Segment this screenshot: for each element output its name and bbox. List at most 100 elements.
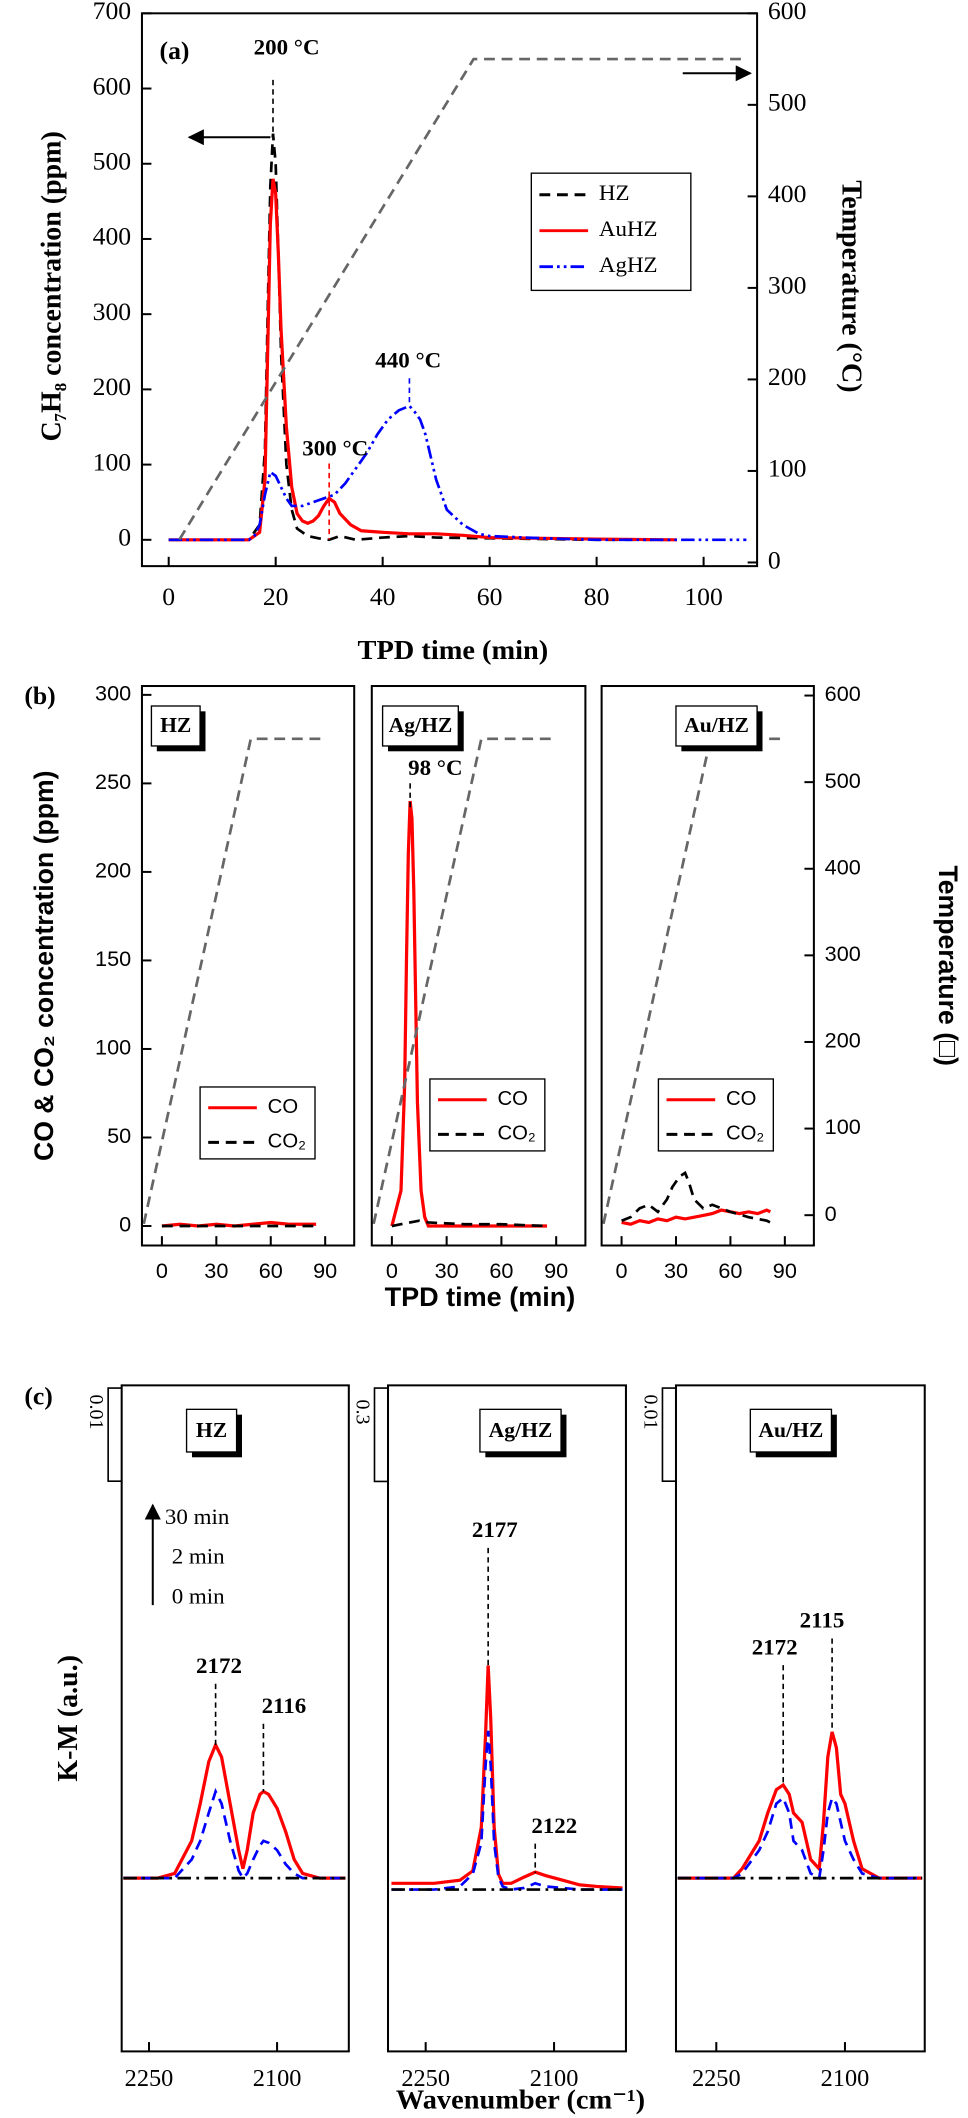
annotation: (b): [24, 681, 55, 710]
x-tick-label: 20: [263, 582, 289, 611]
title-box: [675, 705, 758, 747]
subplot-title: Au/HZ: [684, 713, 749, 737]
x-tick-label: 0: [156, 1259, 168, 1283]
y-tick-label: 200: [93, 372, 132, 401]
annotation: 2177: [472, 1517, 518, 1542]
title-box: [479, 1408, 562, 1453]
title-box: [749, 1408, 833, 1453]
x-tick-label: 60: [718, 1259, 742, 1283]
y-tick-label: 100: [93, 448, 132, 477]
y-axis-label: C₇H₈ concentration (ppm): [36, 131, 67, 441]
y-tick-label: 700: [93, 0, 132, 25]
x-tick-label: 60: [259, 1259, 283, 1283]
x-tick-label: 90: [313, 1259, 337, 1283]
title-box: [381, 705, 459, 747]
x-tick-label: 30: [664, 1259, 688, 1283]
y-tick-label: 0: [119, 1213, 131, 1237]
y2-axis-label: Temperature (°C): [835, 180, 866, 392]
annotation: 2172: [196, 1653, 242, 1678]
x-tick-label: 2100: [821, 2065, 870, 2092]
legend-label: CO: [498, 1088, 528, 1110]
y2-tick-label: 500: [768, 88, 807, 117]
x-tick-label: 2100: [530, 2065, 579, 2092]
series-line: [621, 1208, 772, 1226]
legend-label: CO₂: [726, 1123, 764, 1145]
series-line: [178, 57, 747, 541]
y-tick-label: 50: [107, 1124, 131, 1148]
title-box: [185, 1408, 238, 1453]
y-tick-label: 300: [93, 297, 132, 326]
y2-tick-label: 400: [825, 856, 861, 880]
title-box: [150, 705, 201, 747]
y2-tick-label: 100: [825, 1115, 861, 1139]
y-tick-label: 0: [118, 523, 131, 552]
x-tick-label: 0: [386, 1259, 398, 1283]
y2-tick-label: 300: [768, 271, 807, 300]
series-line: [142, 737, 322, 1225]
legend-label: CO: [726, 1088, 756, 1110]
series-line: [677, 1731, 923, 1880]
annotation: 440 °C: [375, 348, 441, 373]
panel: 2250 2100 Ag/HZ 0.3 2177 2122: [351, 1384, 627, 2092]
x-tick-label: 30: [204, 1259, 228, 1283]
scale-bar: [107, 1387, 122, 1482]
y2-tick-label: 600: [768, 0, 807, 25]
y2-tick-label: 200: [768, 362, 807, 391]
scale-bar-label: 0.3: [351, 1400, 373, 1425]
y-axis-label: CO & CO₂ concentration (ppm): [29, 770, 59, 1161]
y2-tick-label: 200: [825, 1029, 861, 1053]
y-tick-label: 300: [95, 682, 131, 706]
scale-bar-label: 0.01: [639, 1395, 661, 1430]
panel: 0 30 60 90 0 100 200 300 400 500 600 Temperature (□…: [600, 682, 963, 1283]
x-tick-label: 2250: [125, 2065, 174, 2092]
series-line: [168, 178, 677, 542]
plot-frame: [600, 685, 815, 1247]
legend-box: [199, 1086, 316, 1160]
scale-bar-label: 0.01: [85, 1395, 107, 1430]
annotation: (a): [160, 36, 190, 65]
annotation: (c): [24, 1382, 53, 1411]
legend-box: [657, 1078, 774, 1152]
y-tick-label: 500: [93, 147, 132, 176]
legend-label: 2 min: [172, 1544, 226, 1569]
annotation: 2115: [800, 1608, 845, 1633]
y2-tick-label: 0: [768, 545, 781, 574]
panel: 0 20 40 60 80 100 0 100 200 300 400 500 600 700 0 100 20…: [36, 0, 866, 666]
y2-axis-label: Temperature (□): [933, 865, 963, 1066]
plot-frame: [140, 685, 356, 1247]
y2-tick-label: 300: [825, 942, 861, 966]
x-tick-label: 100: [684, 582, 723, 611]
legend-label: 0 min: [172, 1584, 226, 1609]
series-line: [123, 1787, 346, 1881]
legend-label: AgHZ: [599, 252, 658, 277]
x-tick-label: 0: [616, 1259, 628, 1283]
plot-frame: [386, 1384, 627, 2053]
legend-label: CO: [268, 1096, 298, 1118]
series-line: [621, 1170, 771, 1224]
legend-label: CO₂: [268, 1131, 306, 1153]
series-line: [168, 404, 747, 542]
subplot-title: Ag/HZ: [489, 1418, 553, 1442]
y2-tick-label: 500: [825, 769, 861, 793]
scale-bar: [373, 1387, 389, 1483]
x-axis-label: TPD time (min): [385, 1282, 576, 1312]
plot-frame: [370, 685, 587, 1247]
x-tick-label: 2250: [692, 2065, 741, 2092]
legend-label: HZ: [599, 180, 630, 205]
x-axis-label: TPD time (min): [358, 635, 549, 666]
annotation: 200 °C: [254, 35, 320, 60]
series-line: [123, 1740, 346, 1880]
y2-tick-label: 0: [825, 1202, 837, 1226]
x-tick-label: 90: [773, 1259, 797, 1283]
y-tick-label: 250: [95, 770, 131, 794]
legend-label: 30 min: [165, 1504, 230, 1529]
legend-label: AuHZ: [599, 216, 658, 241]
x-tick-label: 80: [584, 582, 610, 611]
y-tick-label: 150: [95, 947, 131, 971]
annotation: 300 °C: [302, 436, 368, 461]
plot-frame: [674, 1384, 926, 2053]
series-line: [677, 1795, 923, 1881]
annotation: 2172: [752, 1634, 798, 1659]
